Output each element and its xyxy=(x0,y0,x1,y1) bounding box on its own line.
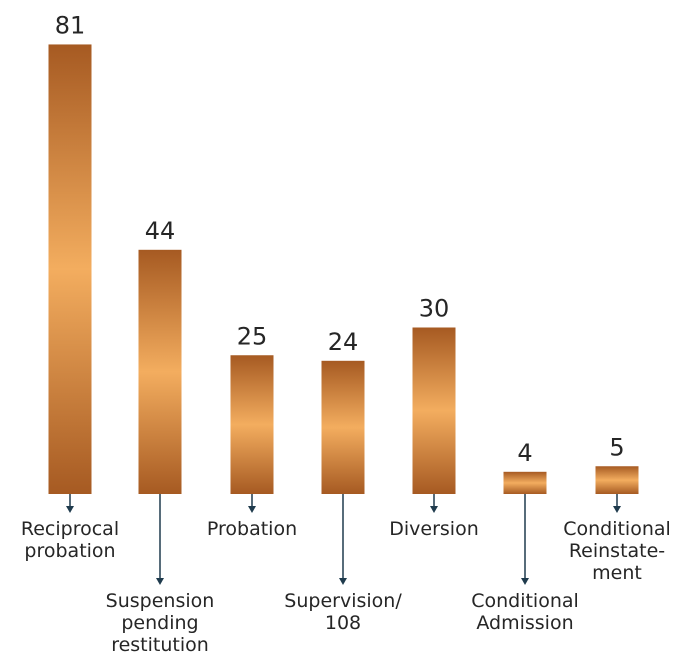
bars-group: 81 Reciprocal probation 44 Suspension pending… xyxy=(21,11,671,656)
value-label: 4 xyxy=(517,439,532,467)
category-label: Suspension pending restitution xyxy=(106,590,215,656)
arrow-head-icon xyxy=(248,506,256,513)
category-label: Conditional Admission xyxy=(471,590,579,634)
category-label: Reciprocal probation xyxy=(21,518,119,562)
arrow-head-icon xyxy=(339,578,347,585)
category-label-line: Admission xyxy=(476,612,573,634)
category-label-line: Supervision/ xyxy=(284,590,402,612)
bar xyxy=(230,355,274,494)
bar xyxy=(412,327,456,494)
arrow-head-icon xyxy=(521,578,529,585)
category-label: Conditional Reinstate-ment xyxy=(563,518,671,584)
bar xyxy=(503,471,547,494)
category-label-line: pending xyxy=(121,612,198,634)
category-label-line: 108 xyxy=(325,612,361,634)
category-label-line: Reinstate- xyxy=(569,540,665,562)
category-label-line: Diversion xyxy=(389,518,479,540)
category-label-line: Probation xyxy=(207,518,297,540)
value-label: 81 xyxy=(55,11,86,39)
bar xyxy=(48,44,92,494)
category-label-line: restitution xyxy=(111,634,209,656)
arrow-head-icon xyxy=(156,578,164,585)
value-label: 5 xyxy=(609,433,624,461)
bar xyxy=(321,360,365,494)
category-label-line: ment xyxy=(592,562,642,584)
arrow-head-icon xyxy=(66,506,74,513)
value-label: 44 xyxy=(145,217,176,245)
category-label-line: Suspension xyxy=(106,590,215,612)
value-label: 30 xyxy=(419,295,450,323)
category-label-line: Conditional xyxy=(563,518,671,540)
value-label: 25 xyxy=(237,322,268,350)
arrow-head-icon xyxy=(430,506,438,513)
bar xyxy=(138,249,182,494)
category-label-line: Reciprocal xyxy=(21,518,119,540)
value-label: 24 xyxy=(328,328,359,356)
bar xyxy=(595,466,639,494)
arrow-head-icon xyxy=(613,506,621,513)
category-label-line: Conditional xyxy=(471,590,579,612)
category-label: Supervision/108 xyxy=(284,590,402,634)
category-label: Diversion xyxy=(389,518,479,540)
category-label-line: probation xyxy=(24,540,115,562)
category-label: Probation xyxy=(207,518,297,540)
